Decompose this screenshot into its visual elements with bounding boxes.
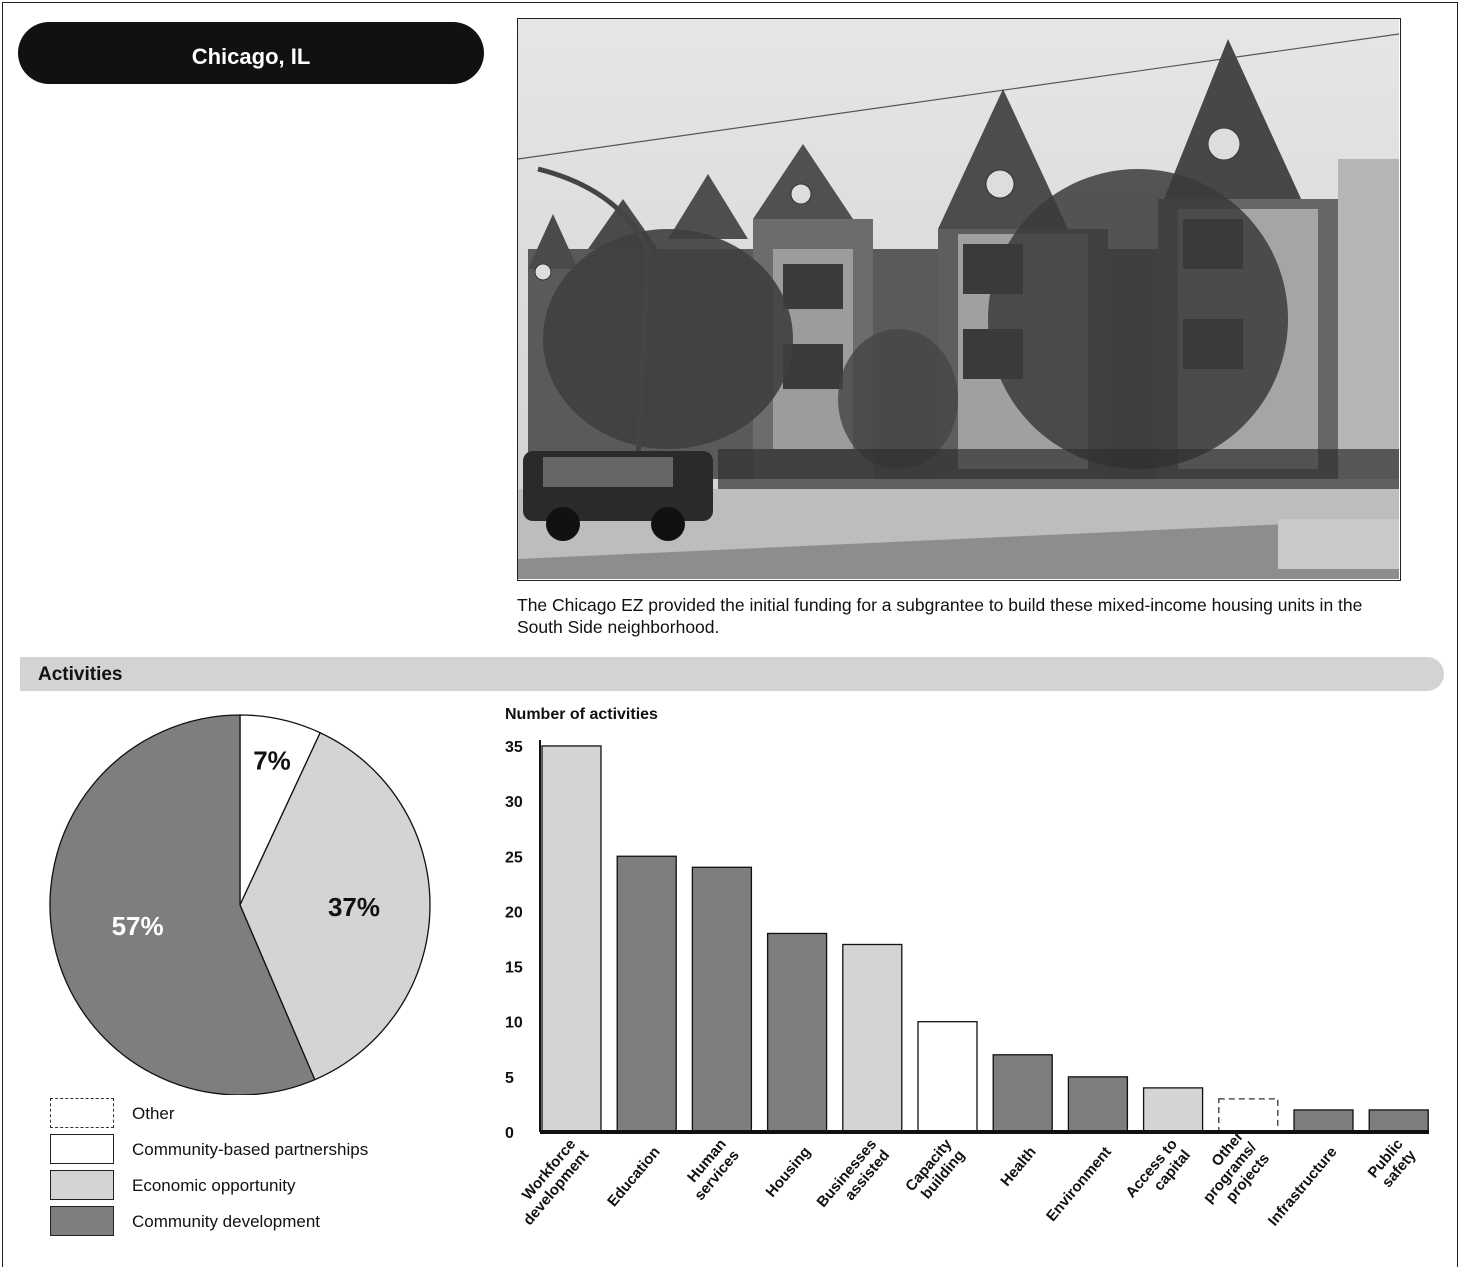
- city-title: Chicago, IL: [191, 44, 311, 69]
- pie-slice-community-development: [49, 714, 316, 1095]
- activities-pie-chart: 7% 37% 57%: [49, 714, 431, 1095]
- y-tick-label: 25: [505, 849, 523, 866]
- legend-swatch: [50, 1098, 114, 1128]
- activities-section-title: Activities: [38, 664, 123, 685]
- pie-label-economic-opportunity: 37%: [328, 892, 380, 922]
- x-tick-label-access-to-capital: Access tocapital: [1122, 1136, 1194, 1212]
- pie-slice-economic-opportunity: [239, 731, 431, 1081]
- x-tick-label-workforce-development: Workforcedevelopment: [507, 1136, 593, 1229]
- city-title-pill: Chicago, IL: [18, 22, 484, 84]
- legend-swatch: [50, 1134, 114, 1164]
- x-tick-label-housing: Housing: [763, 1144, 815, 1201]
- activities-bar-chart: Number of activities 0 5 10 15 20 25 30 35 Workfo…: [505, 706, 1429, 1230]
- photo-caption: The Chicago EZ provided the initial fund…: [517, 595, 1363, 637]
- bar-other-programs-projects: [1218, 1098, 1279, 1133]
- x-tick-label-environment: Environment: [1043, 1144, 1115, 1225]
- legend-swatch: [50, 1170, 114, 1200]
- y-tick-label: 20: [505, 904, 523, 921]
- bar-public-safety: [1368, 1109, 1429, 1133]
- x-tick-label-other-programs-projects: Otherprograms/projects: [1187, 1128, 1274, 1218]
- bar-capacity-building: [917, 1021, 978, 1133]
- bar-businesses-assisted: [842, 943, 903, 1133]
- x-tick-label-human-services: Humanservices: [678, 1136, 743, 1204]
- pie-label-community-development: 57%: [112, 911, 164, 941]
- legend-swatch: [50, 1206, 114, 1236]
- bar-education: [616, 855, 677, 1133]
- legend-label: Economic opportunity: [132, 1176, 296, 1195]
- y-tick-label: 35: [505, 739, 523, 756]
- y-tick-label: 30: [505, 794, 523, 811]
- y-tick-label: 0: [505, 1125, 514, 1142]
- bar-infrastructure: [1293, 1109, 1354, 1133]
- x-tick-label-education: Education: [604, 1144, 664, 1210]
- bar-human-services: [691, 866, 753, 1133]
- housing-photo: [517, 18, 1401, 581]
- x-tick-label-businesses-assisted: Businessesassisted: [814, 1136, 894, 1222]
- bar-housing: [766, 932, 828, 1133]
- y-tick-label: 15: [505, 960, 523, 977]
- x-tick-label-infrastructure: Infrastructure: [1265, 1144, 1341, 1230]
- bar-access-to-capital: [1142, 1087, 1204, 1133]
- bar-environment: [1067, 1076, 1129, 1133]
- bar-workforce-development: [541, 745, 602, 1133]
- legend-label: Community-based partnerships: [132, 1140, 369, 1159]
- legend-label: Other: [132, 1104, 175, 1123]
- y-tick-label: 10: [505, 1015, 523, 1032]
- x-tick-label-health: Health: [997, 1144, 1039, 1190]
- pie-label-community-based-partnerships: 7%: [253, 745, 291, 775]
- legend-label: Community development: [132, 1212, 321, 1231]
- activities-section-bar: [20, 657, 1444, 691]
- x-tick-label-public-safety: Publicsafety: [1365, 1135, 1420, 1192]
- x-tick-label-capacity-building: Capacitybuilding: [902, 1135, 969, 1205]
- y-axis-label: Number of activities: [505, 706, 658, 723]
- bar-health: [992, 1054, 1053, 1133]
- y-tick-label: 5: [505, 1070, 514, 1087]
